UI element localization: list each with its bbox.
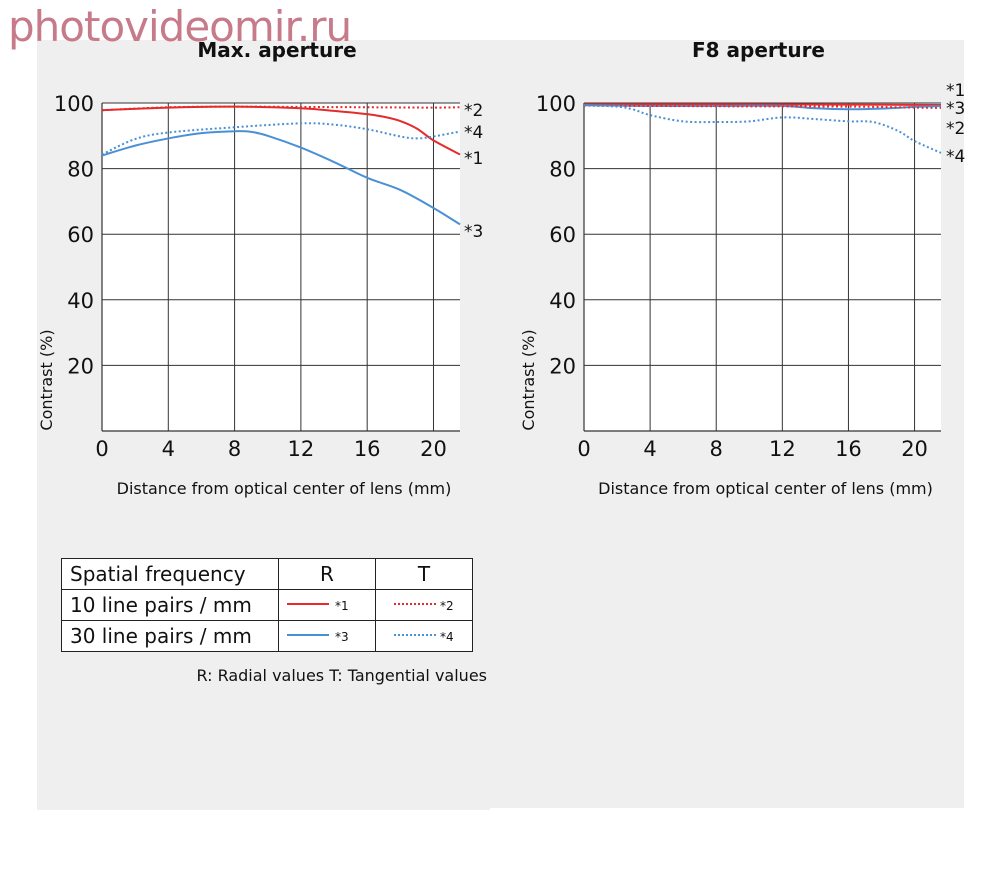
series-line-3 bbox=[583, 104, 942, 111]
legend-header-t: T bbox=[375, 558, 473, 590]
y-tick-label: 40 bbox=[67, 289, 94, 313]
x-axis-label: Distance from optical center of lens (mm… bbox=[598, 479, 933, 498]
legend-header-r: R bbox=[278, 558, 376, 590]
watermark: photovideomir.ru bbox=[8, 2, 352, 51]
series-line-4 bbox=[101, 122, 461, 156]
y-tick-label: 100 bbox=[536, 92, 576, 116]
y-tick-label: 80 bbox=[67, 158, 94, 182]
legend-row-label: 10 line pairs / mm bbox=[61, 589, 279, 621]
series-label: *4 bbox=[464, 123, 483, 143]
series-line-2 bbox=[583, 104, 942, 109]
legend-note: R: Radial values T: Tangential values bbox=[196, 666, 487, 685]
legend-table: Spatial frequency R T 10 line pairs / mm… bbox=[61, 558, 473, 652]
series-line-2 bbox=[101, 105, 461, 112]
y-axis-label: Contrast (%) bbox=[519, 329, 538, 430]
x-tick-label: 8 bbox=[228, 437, 241, 461]
series-label: *3 bbox=[946, 99, 965, 119]
chart-title: Max. aperture bbox=[197, 38, 356, 62]
legend-sample-t: *2 bbox=[375, 589, 473, 621]
x-tick-label: 16 bbox=[354, 437, 381, 461]
legend-row: 30 line pairs / mm *3 *4 bbox=[61, 620, 473, 652]
x-tick-label: 8 bbox=[710, 437, 723, 461]
legend-mark-r: *1 bbox=[335, 599, 349, 613]
x-tick-label: 20 bbox=[901, 437, 928, 461]
y-tick-label: 60 bbox=[67, 223, 94, 247]
legend-sample-r: *3 bbox=[278, 620, 376, 652]
series-line-1 bbox=[583, 103, 942, 106]
y-tick-label: 60 bbox=[549, 223, 576, 247]
chart-2: 0 4 8 12 16 20 20 40 60 80 100 F8 aperture Distance … bbox=[519, 38, 965, 498]
plot-area bbox=[584, 103, 941, 431]
series-line-4 bbox=[583, 104, 942, 154]
x-tick-label: 4 bbox=[162, 437, 175, 461]
legend-mark-t: *2 bbox=[440, 599, 454, 613]
legend-header-label: Spatial frequency bbox=[61, 558, 279, 590]
x-tick-label: 0 bbox=[577, 437, 590, 461]
series-label: *3 bbox=[464, 222, 483, 242]
y-tick-label: 20 bbox=[549, 354, 576, 378]
series-line-3 bbox=[101, 130, 461, 226]
series-label: *1 bbox=[946, 81, 965, 101]
y-tick-label: 80 bbox=[549, 158, 576, 182]
legend-header-row: Spatial frequency R T bbox=[61, 558, 473, 590]
x-tick-label: 0 bbox=[95, 437, 108, 461]
series-label: *2 bbox=[464, 101, 483, 121]
series-label: *4 bbox=[946, 147, 965, 167]
x-tick-label: 12 bbox=[288, 437, 315, 461]
x-tick-label: 20 bbox=[420, 437, 447, 461]
legend-mark-r: *3 bbox=[335, 630, 349, 644]
x-tick-label: 16 bbox=[835, 437, 862, 461]
chart-1: 0 4 8 12 16 20 20 40 60 80 100 Max. aperture Distanc… bbox=[37, 38, 483, 498]
legend-row: 10 line pairs / mm *1 *2 bbox=[61, 589, 473, 621]
plot-area bbox=[102, 103, 460, 431]
x-axis-label: Distance from optical center of lens (mm… bbox=[117, 479, 452, 498]
x-tick-label: 4 bbox=[643, 437, 656, 461]
y-tick-label: 20 bbox=[67, 354, 94, 378]
y-tick-label: 40 bbox=[549, 289, 576, 313]
legend-mark-t: *4 bbox=[440, 630, 454, 644]
series-label: *2 bbox=[946, 119, 965, 139]
series-label: *1 bbox=[464, 149, 483, 169]
y-tick-label: 100 bbox=[54, 92, 94, 116]
y-axis-label: Contrast (%) bbox=[37, 329, 56, 430]
chart-title: F8 aperture bbox=[692, 38, 825, 62]
legend-sample-r: *1 bbox=[278, 589, 376, 621]
x-tick-label: 12 bbox=[769, 437, 796, 461]
legend-sample-t: *4 bbox=[375, 620, 473, 652]
legend-row-label: 30 line pairs / mm bbox=[61, 620, 279, 652]
